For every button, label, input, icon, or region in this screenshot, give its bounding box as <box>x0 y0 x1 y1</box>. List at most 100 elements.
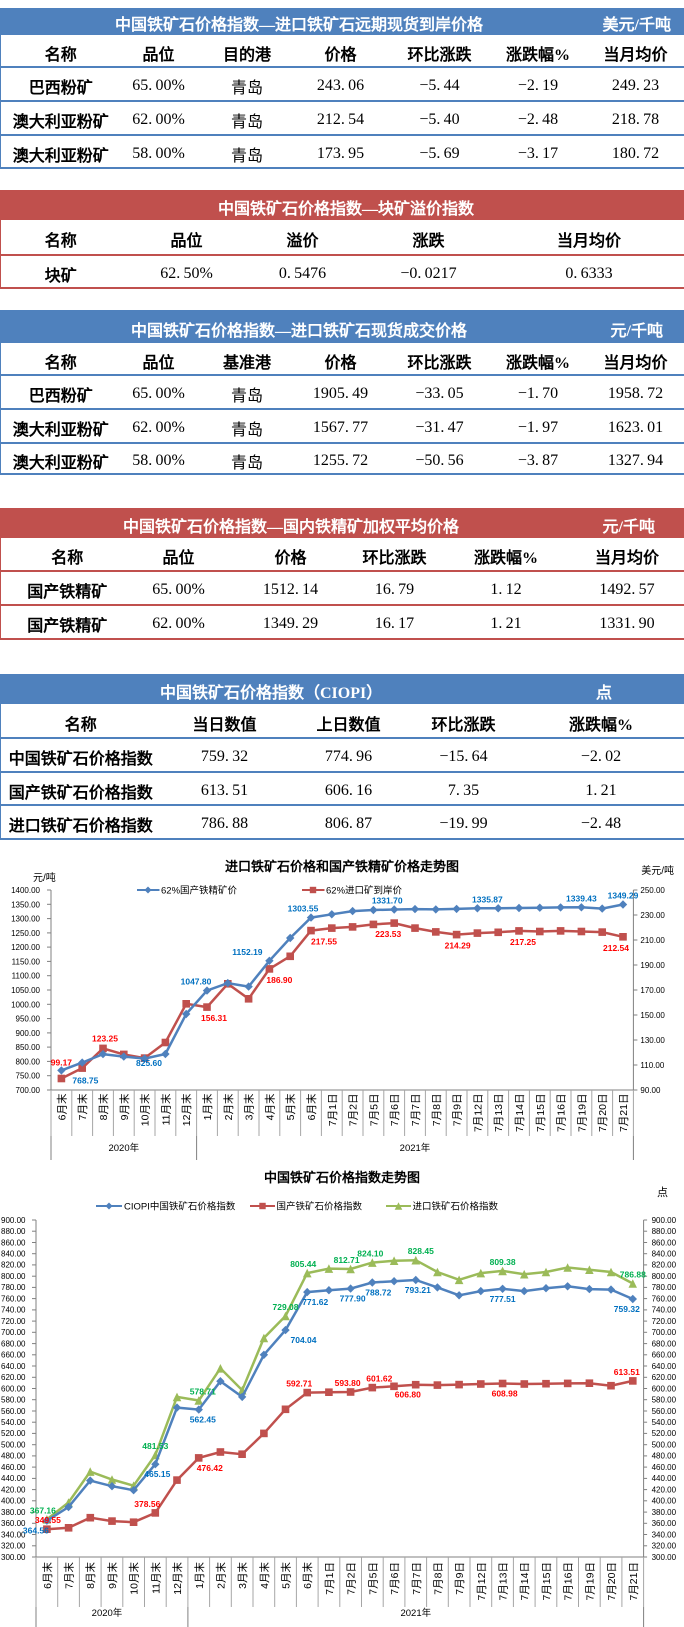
svg-text:520.00: 520.00 <box>1 1429 26 1438</box>
svg-text:578.71: 578.71 <box>190 1387 216 1397</box>
svg-text:中国铁矿石价格指数走势图: 中国铁矿石价格指数走势图 <box>264 1170 420 1185</box>
svg-text:680.00: 680.00 <box>652 1339 677 1348</box>
svg-text:7月12日: 7月12日 <box>472 1094 484 1133</box>
svg-text:190.00: 190.00 <box>640 961 665 970</box>
svg-text:1200.00: 1200.00 <box>11 943 40 952</box>
svg-text:800.00: 800.00 <box>16 1057 41 1066</box>
svg-text:7月7日: 7月7日 <box>411 1562 423 1595</box>
svg-text:360.00: 360.00 <box>652 1519 677 1528</box>
svg-text:460.00: 460.00 <box>652 1463 677 1472</box>
svg-text:7月21日: 7月21日 <box>618 1094 630 1133</box>
svg-text:62%国产铁精矿价: 62%国产铁精矿价 <box>161 885 238 897</box>
svg-text:592.71: 592.71 <box>286 1379 312 1389</box>
svg-text:820.00: 820.00 <box>1 1261 26 1270</box>
svg-text:进口铁矿石价格指数: 进口铁矿石价格指数 <box>413 1201 499 1213</box>
svg-text:2020年: 2020年 <box>108 1142 139 1154</box>
svg-text:380.00: 380.00 <box>1 1508 26 1517</box>
svg-text:704.04: 704.04 <box>291 1335 317 1345</box>
svg-text:7月19日: 7月19日 <box>576 1094 588 1133</box>
svg-text:860.00: 860.00 <box>652 1238 677 1247</box>
svg-text:828.45: 828.45 <box>408 1246 434 1256</box>
svg-text:7月19日: 7月19日 <box>584 1562 596 1601</box>
svg-text:1350.00: 1350.00 <box>11 900 40 909</box>
svg-text:7月8日: 7月8日 <box>431 1094 443 1127</box>
svg-text:560.00: 560.00 <box>1 1407 26 1416</box>
svg-text:7月2日: 7月2日 <box>346 1562 358 1595</box>
svg-text:212.54: 212.54 <box>603 943 629 953</box>
svg-text:1000.00: 1000.00 <box>11 1000 40 1009</box>
svg-text:562.45: 562.45 <box>190 1415 216 1425</box>
svg-text:130.00: 130.00 <box>640 1036 665 1045</box>
svg-text:10月末: 10月末 <box>139 1093 152 1126</box>
svg-text:360.00: 360.00 <box>1 1519 26 1528</box>
svg-text:7月14日: 7月14日 <box>514 1094 526 1133</box>
svg-text:1100.00: 1100.00 <box>12 972 41 981</box>
svg-text:300.00: 300.00 <box>1 1553 26 1562</box>
svg-text:520.00: 520.00 <box>652 1429 677 1438</box>
svg-text:1400.00: 1400.00 <box>11 886 40 895</box>
svg-text:7月1日: 7月1日 <box>324 1562 336 1595</box>
svg-text:7月9日: 7月9日 <box>452 1094 464 1127</box>
svg-text:223.53: 223.53 <box>375 929 401 939</box>
svg-text:465.15: 465.15 <box>144 1469 170 1479</box>
svg-text:840.00: 840.00 <box>1 1250 26 1259</box>
svg-text:349.55: 349.55 <box>35 1515 61 1525</box>
svg-text:7月6日: 7月6日 <box>389 1094 401 1127</box>
svg-text:364.56: 364.56 <box>23 1526 49 1536</box>
svg-text:560.00: 560.00 <box>652 1407 677 1416</box>
svg-text:7月21日: 7月21日 <box>628 1562 640 1601</box>
svg-text:1300.00: 1300.00 <box>11 915 40 924</box>
svg-text:840.00: 840.00 <box>652 1250 677 1259</box>
svg-text:2月末: 2月末 <box>214 1562 227 1589</box>
svg-text:593.80: 593.80 <box>335 1378 361 1388</box>
svg-text:850.00: 850.00 <box>16 1043 41 1052</box>
svg-text:720.00: 720.00 <box>652 1317 677 1326</box>
svg-text:1050.00: 1050.00 <box>11 986 40 995</box>
svg-text:340.00: 340.00 <box>652 1530 677 1539</box>
svg-text:6月末: 6月末 <box>305 1093 318 1120</box>
svg-text:640.00: 640.00 <box>652 1362 677 1371</box>
svg-text:367.16: 367.16 <box>30 1505 56 1515</box>
svg-text:7月16日: 7月16日 <box>556 1094 568 1133</box>
svg-text:613.51: 613.51 <box>614 1367 640 1377</box>
svg-text:7月14日: 7月14日 <box>519 1562 531 1601</box>
svg-text:750.00: 750.00 <box>16 1072 41 1081</box>
svg-text:12月末: 12月末 <box>180 1093 193 1126</box>
svg-text:CIOPI中国铁矿石价格指数: CIOPI中国铁矿石价格指数 <box>124 1201 236 1213</box>
svg-text:110.00: 110.00 <box>640 1061 664 1070</box>
svg-text:国产铁矿石价格指数: 国产铁矿石价格指数 <box>277 1201 363 1213</box>
svg-text:99.17: 99.17 <box>51 1058 73 1068</box>
svg-text:540.00: 540.00 <box>1 1418 26 1427</box>
svg-text:1331.70: 1331.70 <box>372 896 403 906</box>
svg-text:620.00: 620.00 <box>1 1373 26 1382</box>
svg-text:480.00: 480.00 <box>652 1452 677 1461</box>
svg-text:170.00: 170.00 <box>640 986 665 995</box>
svg-text:3月末: 3月末 <box>236 1562 249 1589</box>
svg-text:440.00: 440.00 <box>1 1474 26 1483</box>
svg-text:8月末: 8月末 <box>84 1562 97 1589</box>
svg-text:217.25: 217.25 <box>510 937 536 947</box>
svg-text:720.00: 720.00 <box>1 1317 26 1326</box>
svg-text:7月15日: 7月15日 <box>541 1562 553 1601</box>
svg-text:4月末: 4月末 <box>263 1093 276 1120</box>
svg-text:217.55: 217.55 <box>311 937 337 947</box>
svg-text:809.38: 809.38 <box>490 1257 516 1267</box>
svg-text:420.00: 420.00 <box>1 1485 26 1494</box>
svg-text:7月9日: 7月9日 <box>454 1562 466 1595</box>
svg-text:1349.29: 1349.29 <box>608 891 639 901</box>
svg-text:7月7日: 7月7日 <box>410 1094 422 1127</box>
svg-text:805.44: 805.44 <box>290 1259 316 1269</box>
svg-text:2021年: 2021年 <box>400 1607 431 1619</box>
svg-text:7月8日: 7月8日 <box>432 1562 444 1595</box>
svg-text:729.08: 729.08 <box>273 1302 299 1312</box>
svg-text:481.53: 481.53 <box>142 1441 168 1451</box>
svg-text:800.00: 800.00 <box>652 1272 677 1281</box>
svg-text:186.90: 186.90 <box>266 975 292 985</box>
svg-text:7月15日: 7月15日 <box>535 1094 547 1133</box>
svg-text:700.00: 700.00 <box>652 1328 677 1337</box>
svg-text:780.00: 780.00 <box>1 1283 26 1292</box>
svg-text:600.00: 600.00 <box>1 1384 26 1393</box>
svg-text:美元/吨: 美元/吨 <box>641 864 674 877</box>
svg-text:62%进口矿到岸价: 62%进口矿到岸价 <box>326 885 403 897</box>
svg-text:759.32: 759.32 <box>614 1304 640 1314</box>
